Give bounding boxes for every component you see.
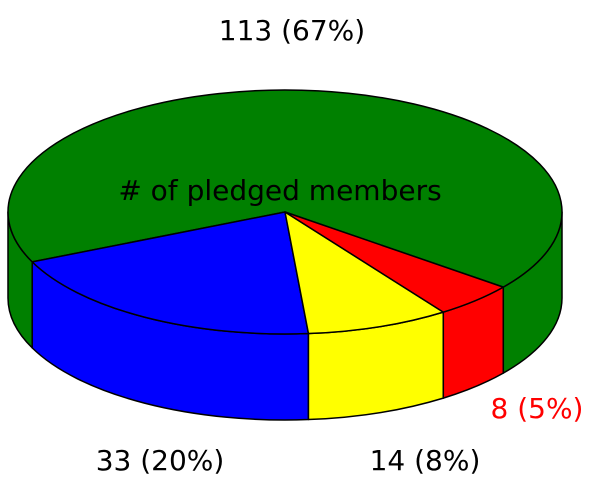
pie: [7, 89, 563, 421]
data-label: 113 (67%): [219, 14, 365, 47]
slice: [284, 211, 505, 313]
slice: [7, 89, 563, 288]
slice: [284, 211, 445, 335]
slice: [31, 211, 310, 335]
chart-title: # of pledged members: [118, 174, 441, 207]
data-label: 8 (5%): [491, 392, 584, 425]
data-label: 14 (8%): [370, 444, 481, 477]
data-label: 33 (20%): [96, 444, 225, 477]
